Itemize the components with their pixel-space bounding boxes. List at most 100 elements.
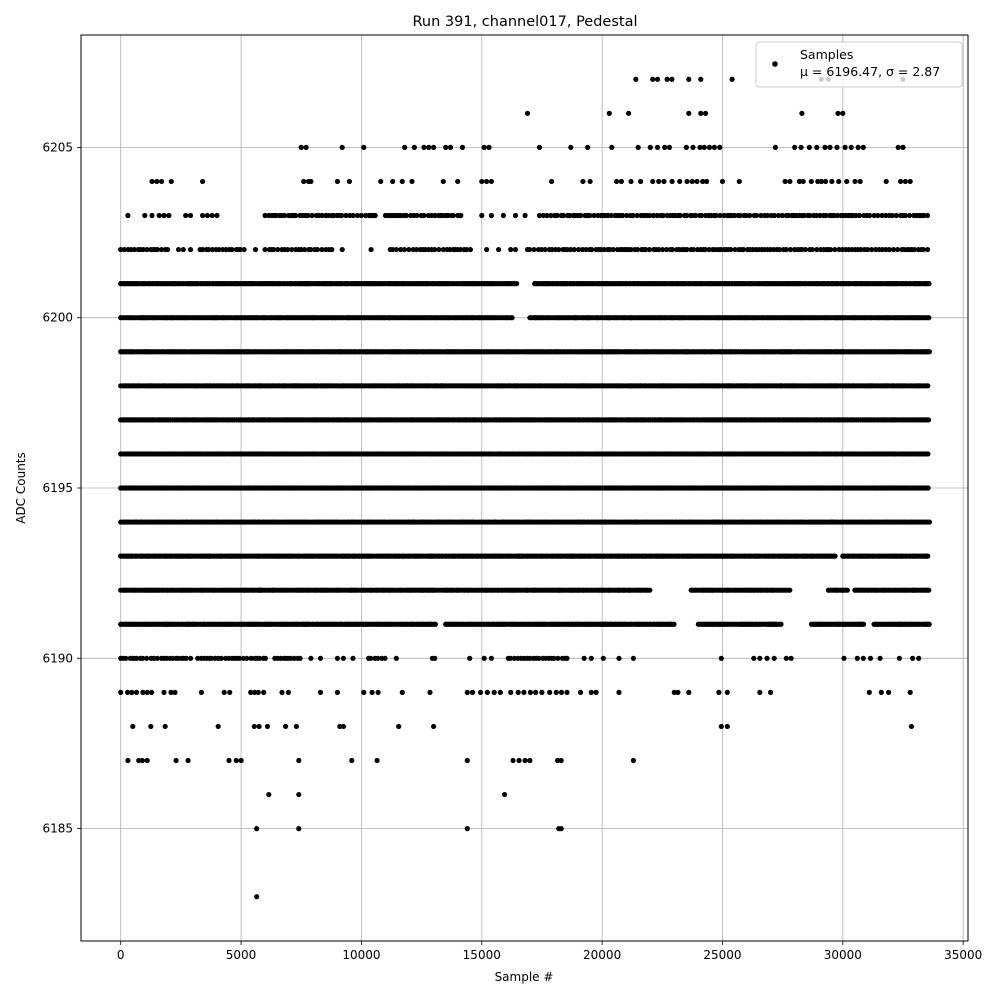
data-point [751, 655, 757, 661]
data-point [139, 757, 145, 764]
data-point [630, 757, 637, 764]
data-point [551, 655, 557, 661]
data-point [671, 621, 677, 627]
data-point [317, 655, 324, 661]
data-point [515, 689, 521, 695]
data-point [469, 689, 476, 695]
data-point [464, 757, 470, 764]
data-point [154, 655, 160, 661]
data-point [374, 757, 380, 764]
data-point [718, 655, 724, 661]
data-point [296, 791, 302, 798]
data-point [256, 723, 262, 730]
data-point [144, 655, 150, 661]
data-point [757, 655, 763, 661]
data-point [248, 655, 254, 661]
level-row [118, 451, 931, 457]
chart-title: Run 391, channel017, Pedestal [412, 14, 637, 30]
data-point [558, 826, 564, 832]
data-point [130, 723, 136, 730]
data-point [254, 894, 260, 900]
data-point [647, 587, 653, 593]
data-point [841, 655, 847, 661]
data-point [860, 621, 867, 627]
data-point [925, 553, 931, 559]
data-point [926, 587, 932, 593]
data-point [261, 689, 267, 695]
data-point [555, 757, 561, 764]
data-point [262, 655, 268, 661]
data-point [233, 757, 239, 764]
level-row [118, 485, 931, 491]
data-point [926, 621, 932, 627]
data-point [564, 689, 570, 695]
data-point [581, 655, 587, 661]
data-point [244, 655, 250, 661]
data-point [133, 689, 140, 695]
data-point [118, 689, 124, 695]
data-point [764, 655, 770, 661]
data-point [162, 723, 168, 730]
data-point [337, 723, 343, 730]
data-point [215, 723, 221, 730]
data-point [183, 655, 189, 661]
data-point [279, 689, 285, 695]
data-point [558, 689, 565, 695]
data-point [285, 689, 291, 695]
data-point [778, 621, 784, 627]
data-point [907, 689, 913, 695]
data-point [481, 655, 487, 661]
data-point [293, 723, 299, 730]
data-point [536, 655, 542, 661]
data-point [161, 689, 167, 695]
data-point [616, 689, 622, 695]
data-point [296, 826, 302, 832]
data-point [185, 757, 191, 764]
data-point [724, 723, 730, 730]
data-point [334, 655, 340, 661]
data-point [510, 757, 516, 764]
data-point [172, 689, 178, 695]
data-point [123, 655, 129, 661]
data-point [600, 655, 606, 661]
data-point [188, 655, 194, 661]
data-point [264, 723, 271, 730]
data-point [227, 689, 233, 695]
data-point [198, 689, 204, 695]
data-point [724, 689, 730, 695]
level-row [118, 417, 932, 423]
data-point [522, 757, 528, 764]
data-point [256, 655, 262, 661]
data-point [464, 689, 470, 695]
data-point [533, 689, 539, 695]
data-point [675, 689, 681, 695]
data-point [375, 655, 381, 661]
data-point [516, 757, 522, 764]
data-point [252, 689, 258, 695]
data-point [251, 723, 257, 730]
data-point [136, 757, 142, 764]
data-point [375, 689, 381, 695]
data-point [283, 723, 289, 730]
level-row [266, 791, 508, 798]
data-point [144, 689, 150, 695]
data-point [854, 655, 860, 661]
data-point [144, 757, 150, 764]
data-point [399, 689, 405, 695]
level-row [118, 587, 932, 593]
data-point [349, 757, 355, 764]
data-point [221, 689, 227, 695]
data-point [867, 655, 874, 661]
data-point [129, 689, 135, 695]
data-point [168, 689, 174, 695]
data-point [140, 655, 146, 661]
data-point [368, 655, 374, 661]
level-row [118, 553, 931, 559]
data-point [718, 723, 724, 730]
data-point [432, 655, 438, 661]
data-point [877, 655, 883, 661]
data-point [771, 655, 777, 661]
data-point [577, 689, 584, 695]
